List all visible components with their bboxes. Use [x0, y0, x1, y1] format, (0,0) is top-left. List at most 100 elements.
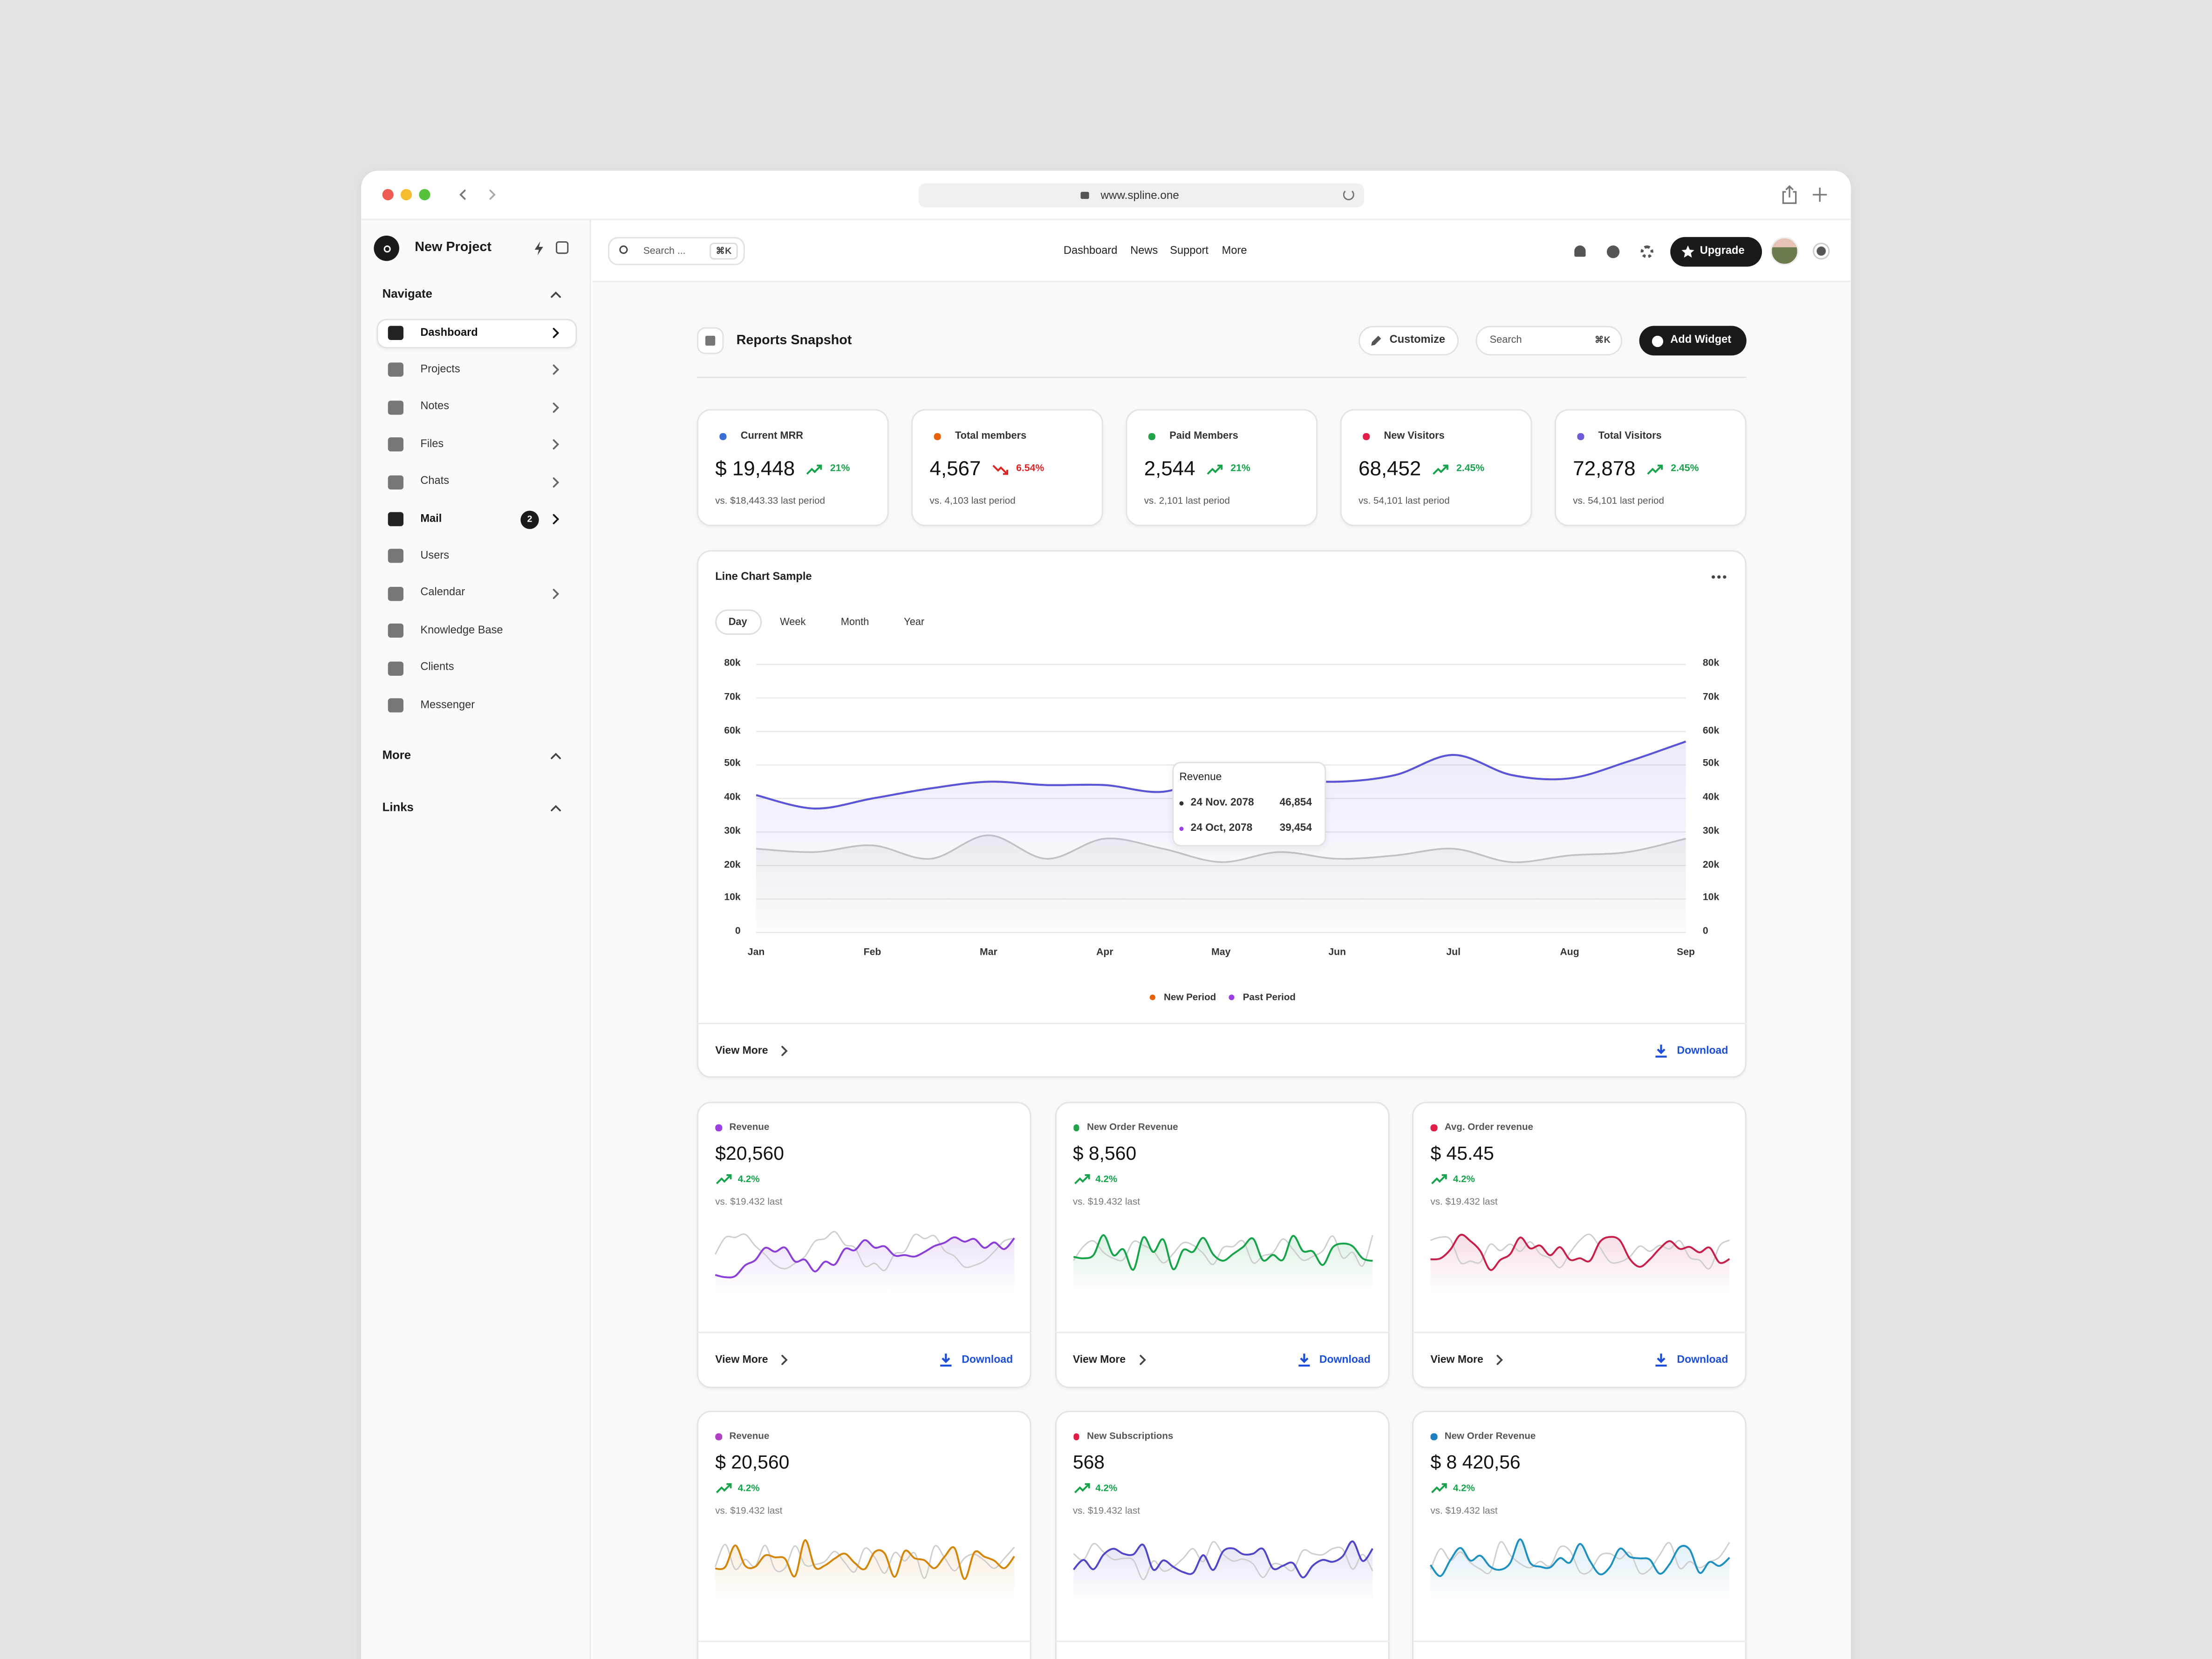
chevron — [553, 476, 560, 487]
widget-card — [1412, 1410, 1747, 1659]
y2-tick-label: 70k — [1702, 692, 1720, 702]
chevron — [489, 190, 496, 200]
nav-label[interactable]: Messenger — [420, 697, 475, 711]
download-arrow — [940, 1353, 952, 1367]
chevron-icon — [781, 1354, 788, 1365]
widget-dot — [715, 1433, 722, 1440]
trend-line — [1073, 1483, 1090, 1493]
widget-value: $ 8,560 — [1072, 1142, 1137, 1164]
nav-label[interactable]: Users — [420, 549, 450, 562]
kpi-card — [1554, 409, 1747, 526]
shortcut: ⌘K — [716, 246, 732, 257]
nav-label[interactable]: Mail — [420, 511, 442, 524]
top-nav-link[interactable]: More — [1222, 244, 1247, 257]
nav-icon — [388, 400, 404, 415]
active-tab[interactable] — [715, 609, 762, 635]
nav-label[interactable]: Clients — [420, 660, 454, 673]
chevron-icon — [551, 291, 561, 297]
trend-line — [1647, 464, 1664, 474]
pencil — [1371, 335, 1381, 346]
trend-down-icon — [993, 464, 1009, 475]
kpi-compare: vs. 54,101 last period — [1359, 496, 1450, 506]
view-more[interactable]: View More — [1072, 1353, 1126, 1366]
header-search-placeholder: Search — [1489, 333, 1522, 347]
section-title[interactable]: More — [382, 748, 411, 762]
browser-divider — [361, 218, 1851, 220]
chevron-icon — [551, 805, 561, 811]
chevron — [553, 402, 560, 413]
top-nav-link[interactable]: Dashboard — [1063, 244, 1118, 257]
nav-label[interactable]: Notes — [420, 400, 450, 413]
kpi-label: Paid Members — [1169, 429, 1238, 442]
kpi-value: $ 19,448 — [715, 458, 795, 481]
top-nav-link[interactable]: Support — [1170, 244, 1209, 257]
y2-tick-label: 50k — [1702, 759, 1720, 769]
nav-label[interactable]: Projects — [420, 362, 460, 375]
tooltip-dot — [1178, 826, 1183, 831]
search-box[interactable] — [608, 237, 745, 265]
trend-line — [716, 1483, 732, 1493]
shortcut: ⌘K — [1594, 335, 1611, 346]
sparkline — [714, 1231, 1015, 1292]
legend-dot — [1149, 994, 1155, 1000]
top-nav-link[interactable]: News — [1130, 244, 1158, 257]
nav-icon — [388, 549, 404, 564]
nav-label[interactable]: Chats — [420, 474, 450, 487]
widget-change: 4.2% — [1453, 1175, 1475, 1185]
avatar[interactable] — [1770, 237, 1799, 265]
download-link[interactable]: Download — [1677, 1353, 1728, 1366]
widget-card — [696, 1410, 1031, 1659]
trend-line — [1431, 1483, 1447, 1493]
view-more[interactable]: View More — [1430, 1353, 1483, 1366]
trend-line — [1431, 1174, 1447, 1184]
download-link[interactable]: Download — [1319, 1353, 1371, 1366]
active-item[interactable] — [376, 318, 577, 348]
download-icon — [1655, 1044, 1667, 1058]
section-title[interactable]: Links — [382, 800, 414, 814]
more-dot — [1717, 575, 1721, 579]
close-button[interactable] — [1813, 242, 1830, 260]
chart-tab[interactable]: Month — [840, 615, 869, 629]
download-arrow — [1655, 1353, 1667, 1367]
trend-up-icon — [1207, 464, 1223, 474]
tooltip — [1172, 762, 1326, 847]
chevron-icon — [1496, 1354, 1503, 1365]
kpi-change: 2.45% — [1456, 464, 1485, 474]
download-link[interactable]: Download — [962, 1353, 1013, 1366]
chart-tab[interactable]: Week — [780, 615, 806, 629]
y-tick-label: 80k — [724, 659, 741, 669]
view-more[interactable]: View More — [715, 1044, 768, 1057]
download-link[interactable]: Download — [1677, 1044, 1728, 1057]
window-dot — [382, 189, 394, 201]
nav-label[interactable]: Calendar — [420, 585, 465, 599]
more-icon — [1711, 575, 1727, 579]
nav-label[interactable]: Knowledge Base — [420, 623, 503, 636]
x-tick-label: Apr — [1096, 947, 1113, 958]
chevron — [553, 365, 560, 375]
widget-compare: vs. $19.432 last — [715, 1506, 783, 1516]
sparkline-line — [1429, 1538, 1730, 1577]
bell-icon[interactable] — [1574, 245, 1586, 257]
y2-tick-label: 80k — [1702, 659, 1720, 669]
nav-label[interactable]: Files — [420, 437, 444, 450]
chevron — [553, 439, 560, 450]
help-icon[interactable] — [1606, 245, 1620, 258]
chart-tab[interactable]: Day — [728, 615, 747, 629]
trend-up-icon — [716, 1483, 732, 1493]
window-dot — [419, 189, 430, 201]
view-more[interactable]: View More — [715, 1353, 768, 1366]
sparkline-line — [1072, 1234, 1372, 1271]
header-divider — [696, 376, 1747, 378]
bolt — [534, 241, 543, 256]
sparkline — [1072, 1234, 1373, 1292]
chevron-icon — [553, 588, 560, 599]
star — [1681, 245, 1694, 258]
y2-tick-label: 10k — [1702, 893, 1720, 904]
y2-tick-label: 20k — [1702, 860, 1720, 870]
header-search[interactable] — [1475, 326, 1623, 356]
settings-icon[interactable] — [1640, 245, 1653, 258]
kpi-dot — [1363, 433, 1369, 440]
chart-tab[interactable]: Year — [904, 615, 925, 629]
nav-label[interactable]: Dashboard — [420, 325, 478, 338]
kpi-label: Current MRR — [740, 429, 803, 442]
